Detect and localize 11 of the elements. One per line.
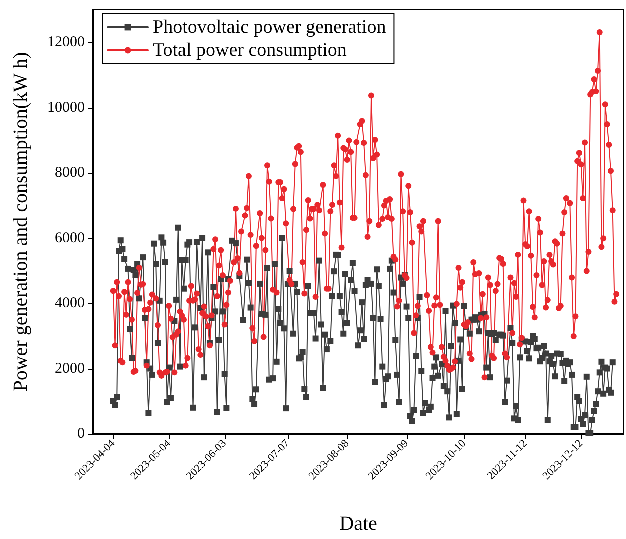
y-tick-label: 4000 (55, 296, 85, 312)
y-tick-label: 6000 (55, 230, 85, 246)
x-axis-title: Date (340, 513, 378, 535)
y-tick-label: 8000 (55, 165, 85, 182)
legend-label: Total power consumption (153, 40, 348, 61)
y-axis-title: Power generation and consumption(kW h) (10, 52, 32, 392)
y-tick-label: 12000 (48, 34, 85, 51)
legend-label: Photovoltaic power generation (153, 17, 387, 38)
y-tick-label: 2000 (55, 360, 85, 377)
y-tick-label: 10000 (48, 100, 85, 116)
y-tick-label: 0 (78, 426, 85, 442)
